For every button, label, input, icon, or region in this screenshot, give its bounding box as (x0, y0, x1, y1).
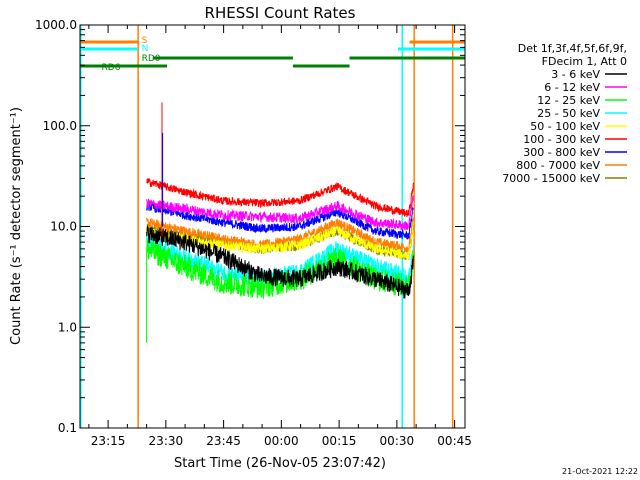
x-tick-label: 00:15 (322, 434, 357, 448)
flag-label-rd6: RD6 (102, 63, 121, 73)
legend-label: 50 - 100 keV (530, 120, 600, 133)
x-tick-label: 00:45 (437, 434, 472, 448)
series-line (146, 200, 414, 240)
flag-label-n: N (142, 44, 149, 54)
x-axis: 23:15 23:30 23:45 00:00 00:15 00:30 00:45 (88, 25, 472, 448)
series-line (146, 177, 414, 218)
x-tick-label: 00:30 (380, 434, 415, 448)
legend: Det 1f,3f,4f,5f,6f,9f, FDecim 1, Att 0 3… (502, 42, 627, 185)
x-tick-label: 23:30 (149, 434, 184, 448)
footer-date: 21-Oct-2021 12:22 (562, 467, 638, 476)
y-tick-label: 1000.0 (35, 18, 77, 32)
series-line (146, 195, 414, 231)
y-axis-label: Count Rate (s⁻¹ detector segment⁻¹) (9, 107, 24, 345)
legend-label: 100 - 300 keV (523, 133, 600, 146)
legend-label: 6 - 12 keV (544, 81, 600, 94)
legend-header-detectors: Det 1f,3f,4f,5f,6f,9f, (518, 42, 627, 55)
y-tick-label: 0.1 (58, 421, 77, 435)
legend-label: 7000 - 15000 keV (502, 172, 600, 185)
legend-header-fdecim: FDecim 1, Att 0 (542, 55, 627, 68)
x-tick-label: 23:15 (91, 434, 126, 448)
legend-label: 800 - 7000 keV (516, 159, 600, 172)
series-line (146, 217, 414, 253)
legend-label: 3 - 6 keV (551, 68, 600, 81)
y-tick-label: 1.0 (58, 320, 77, 334)
y-tick-label: 100.0 (43, 119, 77, 133)
x-tick-label: 00:00 (264, 434, 299, 448)
legend-label: 300 - 800 keV (523, 146, 600, 159)
x-tick-label: 23:45 (206, 434, 241, 448)
legend-label: 12 - 25 keV (537, 94, 600, 107)
x-axis-label: Start Time (26-Nov-05 23:07:42) (174, 456, 386, 471)
series-line (146, 225, 414, 299)
legend-label: 25 - 50 keV (537, 107, 600, 120)
y-axis: 0.1 1.0 10.0 100.0 1000.0 (35, 18, 465, 435)
flag-label-rd0: RD0 (142, 54, 161, 64)
flag-label-s: S (142, 36, 148, 46)
chart-title: RHESSI Count Rates (205, 4, 356, 22)
y-tick-label: 10.0 (50, 220, 77, 234)
